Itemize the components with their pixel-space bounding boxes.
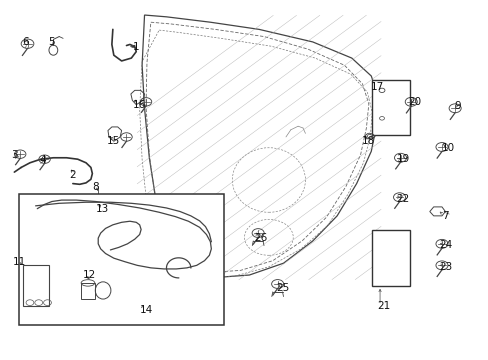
Text: 3: 3 <box>11 150 18 160</box>
Text: 11: 11 <box>13 257 26 267</box>
Text: 17: 17 <box>370 82 384 93</box>
Text: 8: 8 <box>92 182 99 192</box>
Text: 25: 25 <box>276 283 289 293</box>
Text: 4: 4 <box>40 155 46 165</box>
Text: 22: 22 <box>396 194 409 204</box>
Text: 26: 26 <box>254 233 267 243</box>
Text: 20: 20 <box>407 97 420 107</box>
Bar <box>371 230 409 286</box>
Text: 10: 10 <box>441 143 454 153</box>
Text: 2: 2 <box>69 170 76 180</box>
Text: 6: 6 <box>22 37 29 47</box>
Text: 12: 12 <box>82 270 96 280</box>
Bar <box>81 283 95 299</box>
Text: 24: 24 <box>439 240 452 250</box>
Text: 16: 16 <box>132 100 145 110</box>
Bar <box>22 265 49 306</box>
Bar <box>19 194 224 325</box>
Text: 14: 14 <box>140 305 153 315</box>
Text: 7: 7 <box>441 211 447 221</box>
Text: 1: 1 <box>132 42 139 52</box>
Text: 13: 13 <box>96 204 109 214</box>
Text: 15: 15 <box>107 136 120 145</box>
Text: 5: 5 <box>48 37 55 47</box>
Text: 21: 21 <box>376 301 389 311</box>
Text: 9: 9 <box>453 102 460 112</box>
Text: 19: 19 <box>396 154 409 164</box>
Text: 23: 23 <box>439 262 452 272</box>
Bar <box>371 80 409 135</box>
Text: 18: 18 <box>361 136 374 145</box>
